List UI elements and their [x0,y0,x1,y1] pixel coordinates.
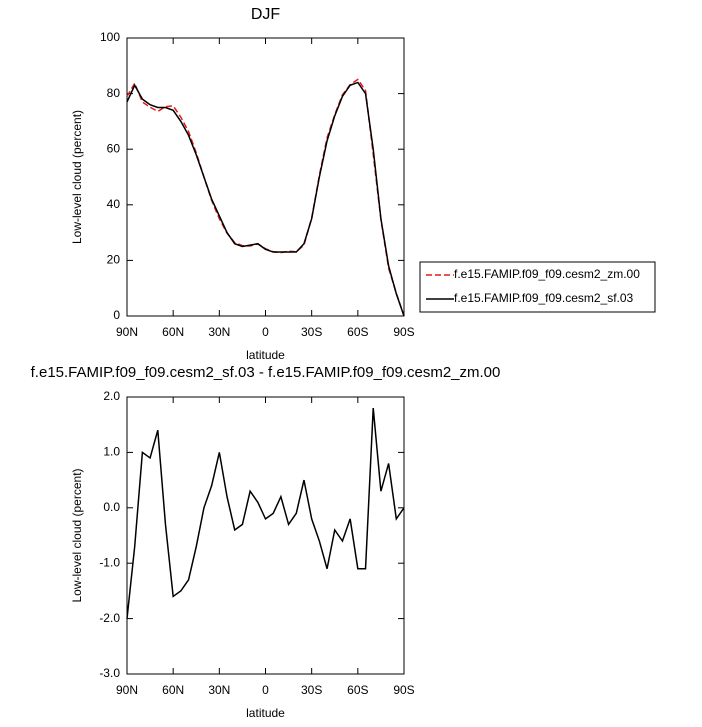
x-tick-label: 0 [262,683,269,697]
chart-title: f.e15.FAMIP.f09_f09.cesm2_sf.03 - f.e15.… [31,364,501,381]
x-axis-label: latitude [246,348,285,362]
x-tick-label: 60S [347,325,368,339]
y-tick-label: 1.0 [103,445,120,459]
x-tick-label: 30N [208,683,230,697]
y-tick-label: 100 [100,30,120,44]
data-line [126,81,405,317]
data-line [126,78,405,317]
y-tick-label: -3.0 [99,666,120,680]
x-tick-label: 90N [116,683,138,697]
x-tick-label: 30S [301,325,322,339]
y-axis-label: Low-level cloud (percent) [70,468,84,602]
y-tick-label: 0.0 [103,500,120,514]
x-tick-label: 90N [116,325,138,339]
x-tick-label: 90S [393,325,414,339]
plot-frame [126,37,405,317]
legend-label: f.e15.FAMIP.f09_f09.cesm2_sf.03 [454,291,634,305]
chart-title: DJF [251,6,281,23]
x-tick-label: 60N [162,683,184,697]
data-line [126,408,405,619]
y-tick-label: 40 [107,197,121,211]
y-tick-label: 80 [107,86,121,100]
x-axis-label: latitude [246,706,285,720]
legend-box [419,261,656,313]
plot-frame [126,396,405,675]
y-tick-label: 60 [107,141,121,155]
y-axis-label: Low-level cloud (percent) [70,110,84,244]
x-tick-label: 30N [208,325,230,339]
x-tick-label: 90S [393,683,414,697]
y-tick-label: 0 [113,308,120,322]
x-tick-label: 60N [162,325,184,339]
y-tick-label: -2.0 [99,611,120,625]
legend-label: f.e15.FAMIP.f09_f09.cesm2_zm.00 [454,267,640,281]
x-tick-label: 60S [347,683,368,697]
y-tick-label: 20 [107,253,121,267]
y-tick-label: 2.0 [103,389,120,403]
x-tick-label: 0 [262,325,269,339]
y-tick-label: -1.0 [99,555,120,569]
x-tick-label: 30S [301,683,322,697]
